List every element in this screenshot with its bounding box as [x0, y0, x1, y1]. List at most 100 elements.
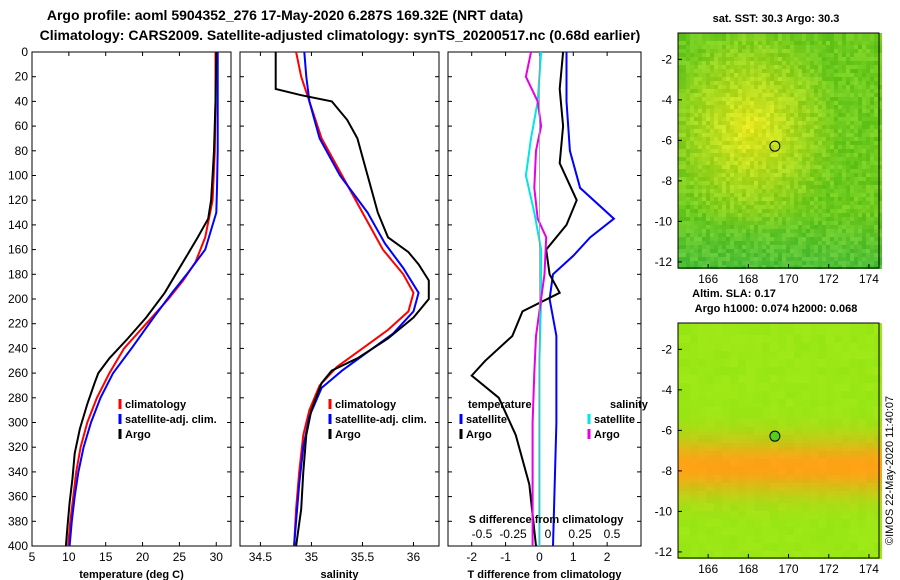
map-cell [790, 153, 794, 157]
map-cell [782, 105, 786, 109]
map-cell [778, 69, 782, 73]
map-cell [690, 383, 694, 387]
map-cell [722, 161, 726, 165]
map-cell [750, 185, 754, 189]
map-cell [774, 85, 778, 89]
map-cell [870, 253, 874, 257]
map-cell [754, 431, 758, 435]
map-cell [734, 61, 738, 65]
map-cell [790, 431, 794, 435]
map-cell [806, 391, 810, 395]
map-cell [838, 221, 842, 225]
map-cell [758, 451, 762, 455]
map-cell [842, 387, 846, 391]
map-cell [734, 33, 738, 37]
map-cell [750, 339, 754, 343]
map-cell [690, 435, 694, 439]
map-cell [802, 97, 806, 101]
map-cell [754, 81, 758, 85]
map-cell [878, 249, 882, 253]
map-cell [802, 265, 806, 269]
map-cell [766, 77, 770, 81]
map-cell [718, 213, 722, 217]
map-cell [746, 225, 750, 229]
map-cell [698, 65, 702, 69]
map-cell [810, 439, 814, 443]
map-cell [770, 423, 774, 427]
map-cell [714, 427, 718, 431]
map-cell [818, 125, 822, 129]
map-cell [830, 327, 834, 331]
map-cell [822, 173, 826, 177]
map-cell [734, 57, 738, 61]
map-cell [878, 407, 882, 411]
map-cell [778, 153, 782, 157]
map-cell [814, 233, 818, 237]
map-cell [806, 423, 810, 427]
map-cell [690, 419, 694, 423]
map-cell [854, 229, 858, 233]
map-cell [710, 113, 714, 117]
map-cell [854, 117, 858, 121]
map-cell [686, 261, 690, 265]
map-cell [750, 419, 754, 423]
top-tick-label: 0.5 [604, 527, 621, 541]
map-cell [742, 193, 746, 197]
map-cell [838, 443, 842, 447]
map-cell [786, 331, 790, 335]
map-cell [738, 69, 742, 73]
map-cell [862, 225, 866, 229]
map-cell [770, 133, 774, 137]
map-cell [766, 447, 770, 451]
map-cell [706, 447, 710, 451]
map-cell [818, 423, 822, 427]
map-cell [734, 391, 738, 395]
map-cell [778, 41, 782, 45]
map-cell [766, 261, 770, 265]
map-cell [726, 327, 730, 331]
map-cell [830, 395, 834, 399]
map-cell [694, 169, 698, 173]
map-cell [790, 125, 794, 129]
map-cell [778, 423, 782, 427]
map-cell [858, 197, 862, 201]
map-cell [754, 101, 758, 105]
map-cell [874, 97, 878, 101]
map-cell [826, 177, 830, 181]
map-cell [850, 157, 854, 161]
map-cell [818, 431, 822, 435]
map-cell [750, 165, 754, 169]
map-cell [762, 177, 766, 181]
map-cell [846, 383, 850, 387]
map-cell [698, 209, 702, 213]
map-cell [726, 367, 730, 371]
map-cell [862, 101, 866, 105]
map-cell [770, 455, 774, 459]
map-cell [802, 367, 806, 371]
map-cell [682, 41, 686, 45]
map-cell [802, 117, 806, 121]
map-cell [754, 419, 758, 423]
map-cell [766, 193, 770, 197]
map-cell [714, 53, 718, 57]
map-cell [798, 185, 802, 189]
map-cell [806, 181, 810, 185]
map-cell [810, 261, 814, 265]
map-cell [702, 261, 706, 265]
map-cell [790, 201, 794, 205]
map-cell [722, 379, 726, 383]
map-cell [878, 185, 882, 189]
map-cell [846, 451, 850, 455]
map-cell [846, 225, 850, 229]
map-cell [682, 125, 686, 129]
map-cell [794, 391, 798, 395]
map-cell [842, 347, 846, 351]
map-cell [726, 439, 730, 443]
map-cell [842, 261, 846, 265]
map-cell [738, 81, 742, 85]
map-cell [814, 109, 818, 113]
map-cell [710, 85, 714, 89]
map-cell [830, 101, 834, 105]
map-cell [798, 41, 802, 45]
map-cell [722, 327, 726, 331]
